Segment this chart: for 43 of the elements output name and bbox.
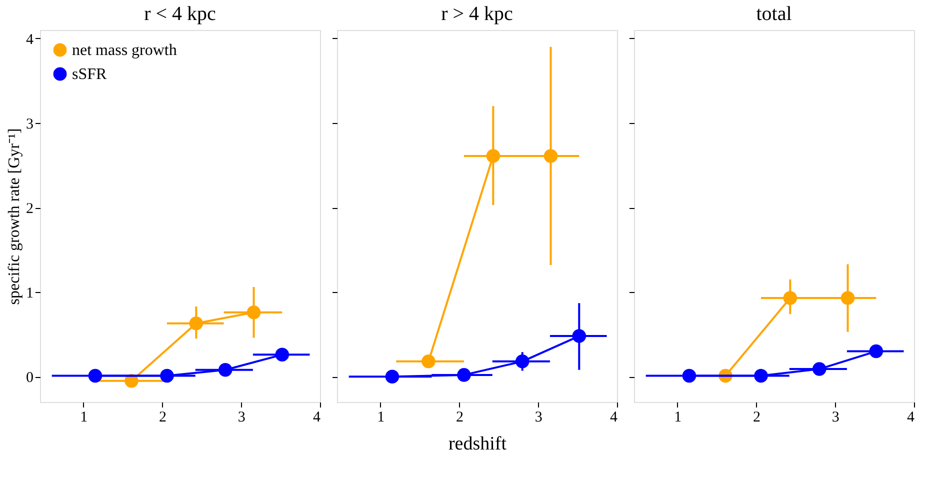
point (160, 368, 174, 383)
x-tick-label: 2 (456, 410, 464, 426)
x-tick-label: 3 (238, 410, 246, 426)
x-tick-label: 1 (674, 410, 682, 426)
point (486, 149, 500, 163)
y-tick-label: 0 (26, 370, 34, 386)
chart-title: r > 4 kpc (441, 3, 514, 25)
point (544, 149, 558, 163)
point (88, 368, 102, 383)
x-tick-label: 3 (832, 410, 840, 426)
point (783, 291, 798, 305)
x-axis-title: redshift (448, 434, 508, 454)
y-tick-label: 1 (26, 286, 34, 302)
point (422, 354, 436, 368)
y-tick-label: 2 (26, 201, 34, 218)
y-tick-label: 3 (26, 116, 34, 132)
chart-title: total (756, 3, 792, 25)
point (246, 306, 261, 320)
legend-label: sSFR (72, 66, 108, 83)
point (275, 348, 290, 362)
point (572, 329, 586, 343)
x-tick-label: 4 (907, 410, 915, 426)
point (754, 368, 768, 383)
x-tick-label: 3 (534, 410, 542, 426)
point (385, 370, 400, 384)
y-tick-label: 4 (26, 32, 34, 48)
x-tick-label: 4 (610, 410, 618, 426)
x-tick-label: 1 (80, 410, 88, 426)
point (218, 362, 232, 377)
x-tick-label: 4 (313, 410, 321, 426)
point (515, 354, 530, 368)
y-axis-title: specific growth rate [Gyr⁻¹] (6, 128, 23, 305)
point (457, 368, 471, 382)
x-tick-label: 1 (377, 410, 385, 426)
x-tick-label: 2 (159, 410, 167, 426)
legend-label: net mass growth (72, 42, 177, 59)
point (840, 291, 855, 305)
point (869, 344, 884, 358)
x-tick-label: 2 (753, 410, 761, 426)
chart-title: r < 4 kpc (144, 3, 216, 25)
point (682, 368, 696, 383)
point (189, 316, 204, 330)
point (812, 362, 826, 376)
